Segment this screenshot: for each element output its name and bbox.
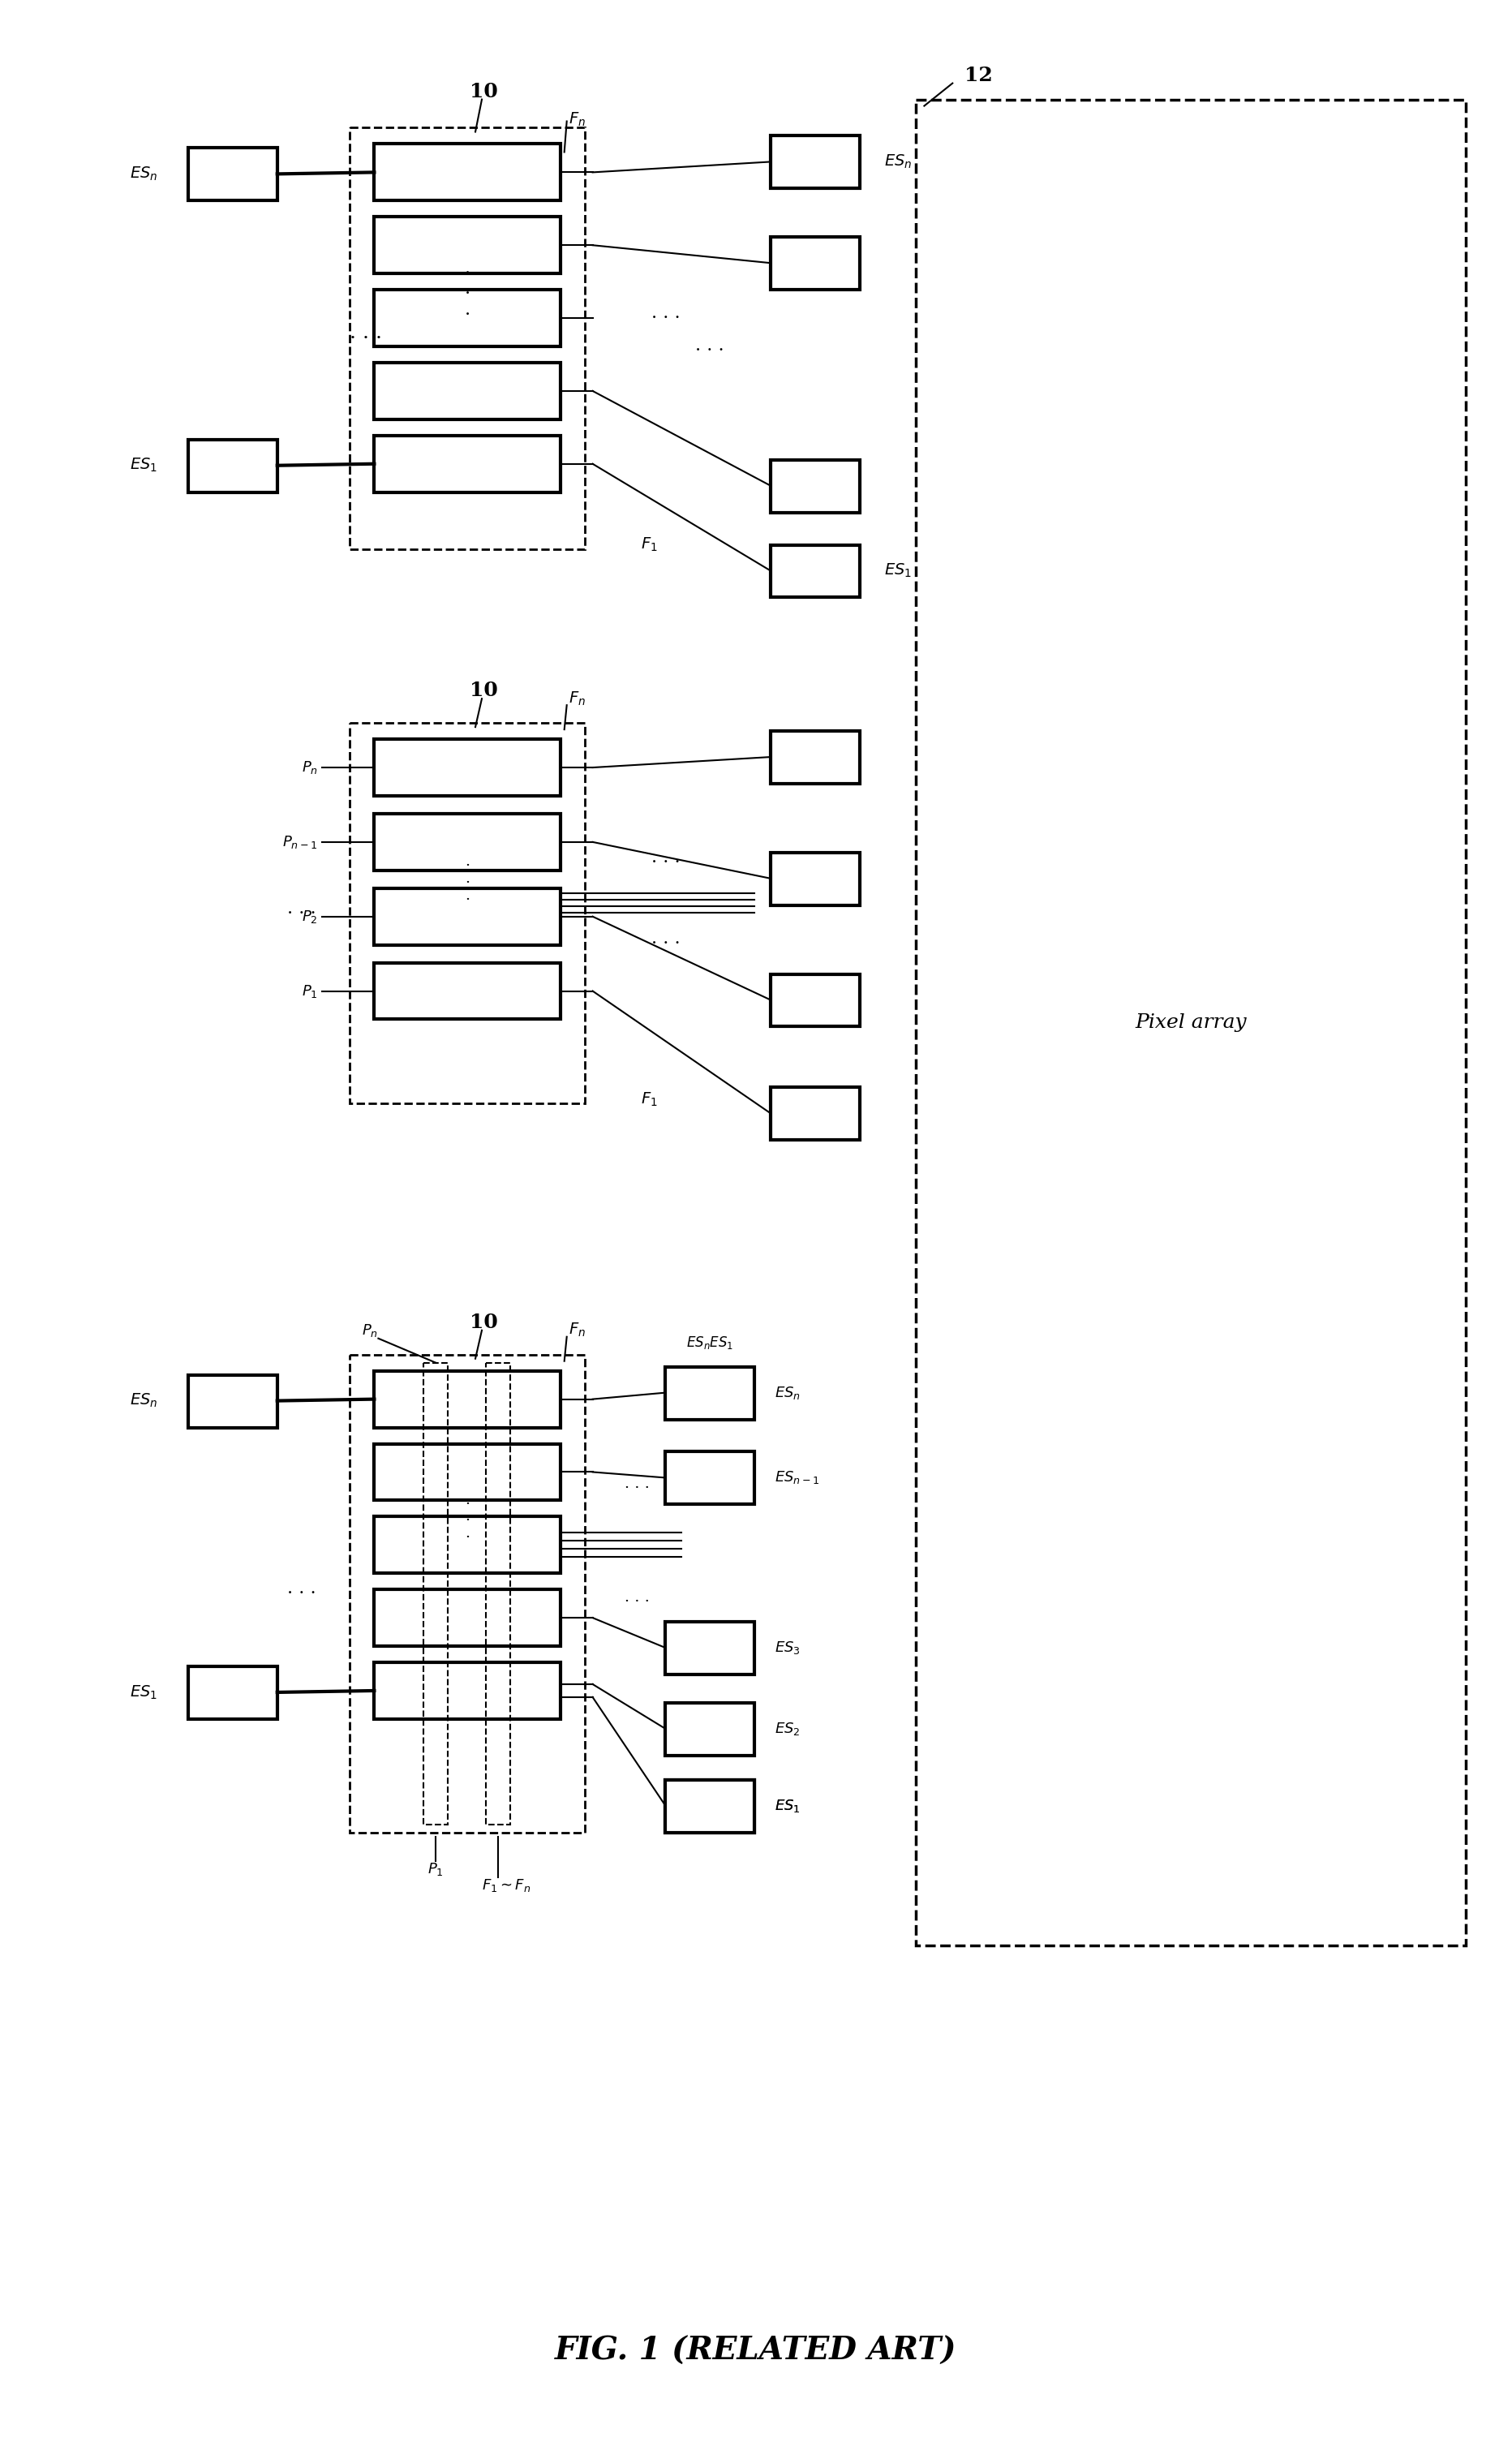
Text: $ES_1$: $ES_1$ [774, 1798, 800, 1815]
Text: 10: 10 [469, 81, 497, 101]
Text: $P_n$: $P_n$ [361, 1323, 378, 1338]
Text: · · ·: · · · [287, 1584, 316, 1603]
Text: · · ·: · · · [696, 342, 724, 359]
Text: · · ·: · · · [287, 905, 316, 922]
Text: $P_2$: $P_2$ [302, 907, 318, 925]
Text: · · ·: · · · [624, 1480, 650, 1495]
Bar [771, 974, 859, 1028]
Text: $F_n$: $F_n$ [569, 691, 585, 708]
Text: $ES_2$: $ES_2$ [774, 1721, 800, 1736]
Text: $ES_n$: $ES_n$ [774, 1384, 800, 1402]
Bar [189, 148, 277, 202]
Text: · · ·: · · · [624, 1593, 650, 1608]
Bar [665, 1623, 754, 1675]
Text: $F_n$: $F_n$ [569, 111, 585, 128]
Text: $P_1$: $P_1$ [428, 1861, 443, 1876]
Text: $P_1$: $P_1$ [302, 984, 318, 998]
Text: · · ·: · · · [652, 310, 680, 327]
Text: $ES_n ES_1$: $ES_n ES_1$ [686, 1335, 733, 1350]
Bar [771, 236, 859, 290]
Bar [189, 1667, 277, 1719]
Bar [375, 361, 561, 420]
Bar [665, 1451, 754, 1505]
Bar [665, 1367, 754, 1419]
Text: $ES_1$: $ES_1$ [885, 563, 912, 580]
Bar [375, 290, 561, 347]
Bar [189, 1375, 277, 1429]
Text: 10: 10 [469, 681, 497, 701]
Text: $ES_n$: $ES_n$ [130, 165, 157, 182]
Text: 10: 10 [469, 1313, 497, 1333]
Bar [375, 1517, 561, 1574]
Bar [916, 98, 1467, 1945]
Text: · · ·: · · · [652, 853, 680, 870]
Bar [375, 1662, 561, 1719]
Bar [665, 1780, 754, 1832]
Text: $ES_n$: $ES_n$ [130, 1392, 157, 1409]
Bar [349, 723, 585, 1104]
Text: 12: 12 [965, 66, 993, 86]
Bar [771, 730, 859, 784]
Text: $F_1 \sim F_n$: $F_1 \sim F_n$ [482, 1876, 531, 1893]
Text: $P_{n-1}$: $P_{n-1}$ [283, 834, 318, 851]
Bar [485, 1362, 510, 1825]
Text: $ES_3$: $ES_3$ [774, 1640, 800, 1655]
Text: $ES_1$: $ES_1$ [774, 1798, 800, 1815]
Bar [375, 961, 561, 1020]
Bar [375, 888, 561, 944]
Text: $ES_{n-1}$: $ES_{n-1}$ [774, 1470, 820, 1485]
Bar [375, 1443, 561, 1500]
Bar [771, 546, 859, 598]
Bar [349, 128, 585, 548]
Text: FIG. 1 (RELATED ART): FIG. 1 (RELATED ART) [555, 2336, 957, 2366]
Text: $P_n$: $P_n$ [301, 760, 318, 775]
Text: · · ·: · · · [349, 330, 383, 347]
Text: ·
·
·: · · · [464, 858, 470, 907]
Text: $ES_1$: $ES_1$ [130, 457, 157, 475]
Text: ·
·
·: · · · [464, 263, 470, 322]
Text: $F_1$: $F_1$ [641, 1092, 658, 1109]
Bar [771, 460, 859, 511]
Bar [375, 1370, 561, 1429]
Bar [375, 814, 561, 870]
Bar [771, 1087, 859, 1141]
Text: ·
·
·: · · · [464, 1498, 470, 1544]
Bar [189, 440, 277, 492]
Bar [349, 1355, 585, 1832]
Bar [375, 435, 561, 492]
Bar [423, 1362, 448, 1825]
Text: $F_n$: $F_n$ [569, 1320, 585, 1340]
Text: Pixel array: Pixel array [1136, 1013, 1247, 1033]
Bar [375, 1589, 561, 1645]
Bar [771, 135, 859, 189]
Bar [375, 216, 561, 273]
Bar [375, 740, 561, 797]
Text: $ES_1$: $ES_1$ [130, 1684, 157, 1702]
Bar [771, 853, 859, 905]
Text: · · ·: · · · [652, 934, 680, 952]
Text: $ES_n$: $ES_n$ [885, 152, 912, 170]
Bar [665, 1702, 754, 1756]
Bar [665, 1780, 754, 1832]
Bar [375, 145, 561, 202]
Text: $F_1$: $F_1$ [641, 536, 658, 553]
